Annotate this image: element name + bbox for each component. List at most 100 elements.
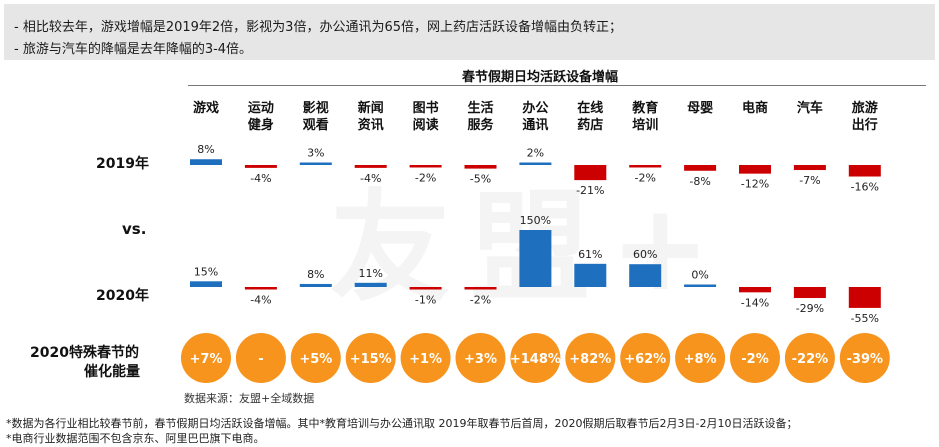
category-label: 服务	[467, 117, 494, 133]
category-label: 影视	[303, 100, 329, 116]
catalyst-value: +15%	[350, 352, 392, 367]
category-label: 资讯	[358, 117, 384, 133]
category-label: 汽车	[797, 100, 823, 116]
data-label: 8%	[197, 143, 214, 156]
category-label: 培训	[632, 117, 658, 133]
data-label: 61%	[578, 248, 602, 261]
summary-line-1: - 相比较去年，游戏增幅是2019年2倍，影视为3倍，办公通讯为65倍，网上药店…	[14, 20, 622, 35]
bar-2020	[190, 281, 222, 287]
category-label: 在线	[577, 100, 603, 116]
catalyst-value: -	[258, 352, 263, 367]
bar-2019	[848, 165, 881, 177]
category-label: 新闻	[358, 100, 384, 116]
catalyst-circle	[235, 333, 286, 383]
category-label: 游戏	[193, 100, 219, 116]
catalyst-value: +62%	[624, 352, 666, 367]
data-label: -4%	[360, 172, 381, 185]
bar-2019	[354, 165, 387, 168]
bar-2019	[409, 165, 442, 168]
catalyst-value: +148%	[510, 352, 561, 367]
bar-2019	[299, 162, 332, 165]
category-label: 旅游	[852, 100, 878, 116]
data-label: -4%	[250, 294, 271, 307]
category-label: 母婴	[687, 100, 713, 116]
chart-title: 春节假期日均活跃设备增幅	[461, 70, 618, 85]
bar-2019	[244, 165, 277, 168]
category-label: 出行	[852, 117, 878, 133]
data-label: -16%	[851, 181, 879, 194]
category-label: 观看	[303, 117, 329, 133]
category-label: 教育	[631, 100, 658, 116]
footnote-1: *数据为各行业相比较春节前，春节假期日均活跃设备增幅。其中*教育培训与办公通讯取…	[6, 417, 798, 430]
category-label: 电商	[742, 100, 768, 116]
bar-2019	[629, 165, 662, 168]
data-source: 数据来源：友盟+全域数据	[184, 392, 315, 405]
data-label: -4%	[250, 172, 271, 185]
category-label: 办公	[522, 100, 548, 116]
data-label: 0%	[691, 269, 708, 282]
bar-2020	[574, 263, 607, 287]
data-label: -2%	[415, 172, 436, 185]
bar-2019	[190, 159, 222, 165]
bar-2020	[684, 284, 717, 287]
bar-2020	[354, 282, 387, 287]
catalyst-circle	[565, 333, 616, 383]
data-label: -1%	[415, 294, 436, 307]
bar-2019	[519, 162, 552, 165]
row-label-2020: 2020年	[96, 288, 149, 304]
bar-2020	[793, 287, 826, 299]
data-label: 60%	[633, 248, 657, 261]
catalyst-circle	[620, 333, 671, 383]
data-label: -12%	[741, 178, 769, 191]
data-label: -7%	[799, 174, 820, 187]
catalyst-circle	[400, 333, 451, 383]
category-label: 药店	[577, 117, 603, 133]
data-label: 15%	[194, 265, 218, 278]
catalyst-circle	[730, 333, 780, 383]
catalyst-value: +82%	[569, 352, 611, 367]
catalyst-value: -22%	[792, 352, 829, 367]
catalyst-circle	[675, 333, 726, 383]
bar-2020	[848, 287, 881, 308]
row-label-catalyst-2: 催化能量	[84, 364, 140, 380]
catalyst-circle	[784, 333, 835, 383]
row-label-catalyst-1: 2020特殊春节的	[30, 345, 139, 361]
data-label: -14%	[741, 296, 769, 309]
catalyst-value: +7%	[190, 352, 223, 367]
row-label-vs: vs.	[122, 220, 147, 238]
row-label-2019: 2019年	[96, 156, 149, 172]
category-label: 图书	[413, 100, 439, 116]
bar-2020	[739, 287, 771, 293]
catalyst-circle	[290, 333, 341, 383]
category-label: 通讯	[522, 117, 548, 133]
bar-2020	[464, 287, 497, 290]
catalyst-value: +3%	[464, 352, 497, 367]
data-label: -8%	[689, 175, 710, 188]
bar-2020	[409, 287, 442, 290]
data-label: 3%	[307, 147, 324, 160]
data-label: 8%	[307, 268, 324, 281]
bar-2020	[519, 230, 552, 287]
data-label: 11%	[358, 267, 382, 280]
bar-2020	[299, 283, 332, 287]
category-label: 健身	[248, 117, 274, 133]
catalyst-value: -39%	[847, 352, 884, 367]
catalyst-value: -2%	[741, 352, 768, 367]
catalyst-value: +5%	[299, 352, 332, 367]
catalyst-circle	[345, 333, 396, 383]
category-label: 阅读	[413, 117, 439, 133]
bar-2020	[244, 287, 277, 290]
catalyst-circle	[181, 333, 231, 383]
data-label: -21%	[576, 184, 604, 197]
bar-2020	[629, 264, 662, 287]
data-label: 2%	[527, 147, 544, 160]
data-label: 150%	[520, 214, 551, 227]
catalyst-circle	[839, 333, 890, 383]
bar-2019	[739, 165, 771, 174]
summary-line-2: - 旅游与汽车的降幅是去年降幅的3-4倍。	[14, 42, 253, 57]
data-label: -2%	[634, 172, 655, 185]
data-label: -29%	[796, 302, 824, 315]
data-label: -5%	[470, 173, 491, 186]
footnote-2: *电商行业数据范围不包含京东、阿里巴巴旗下电商。	[6, 432, 265, 445]
